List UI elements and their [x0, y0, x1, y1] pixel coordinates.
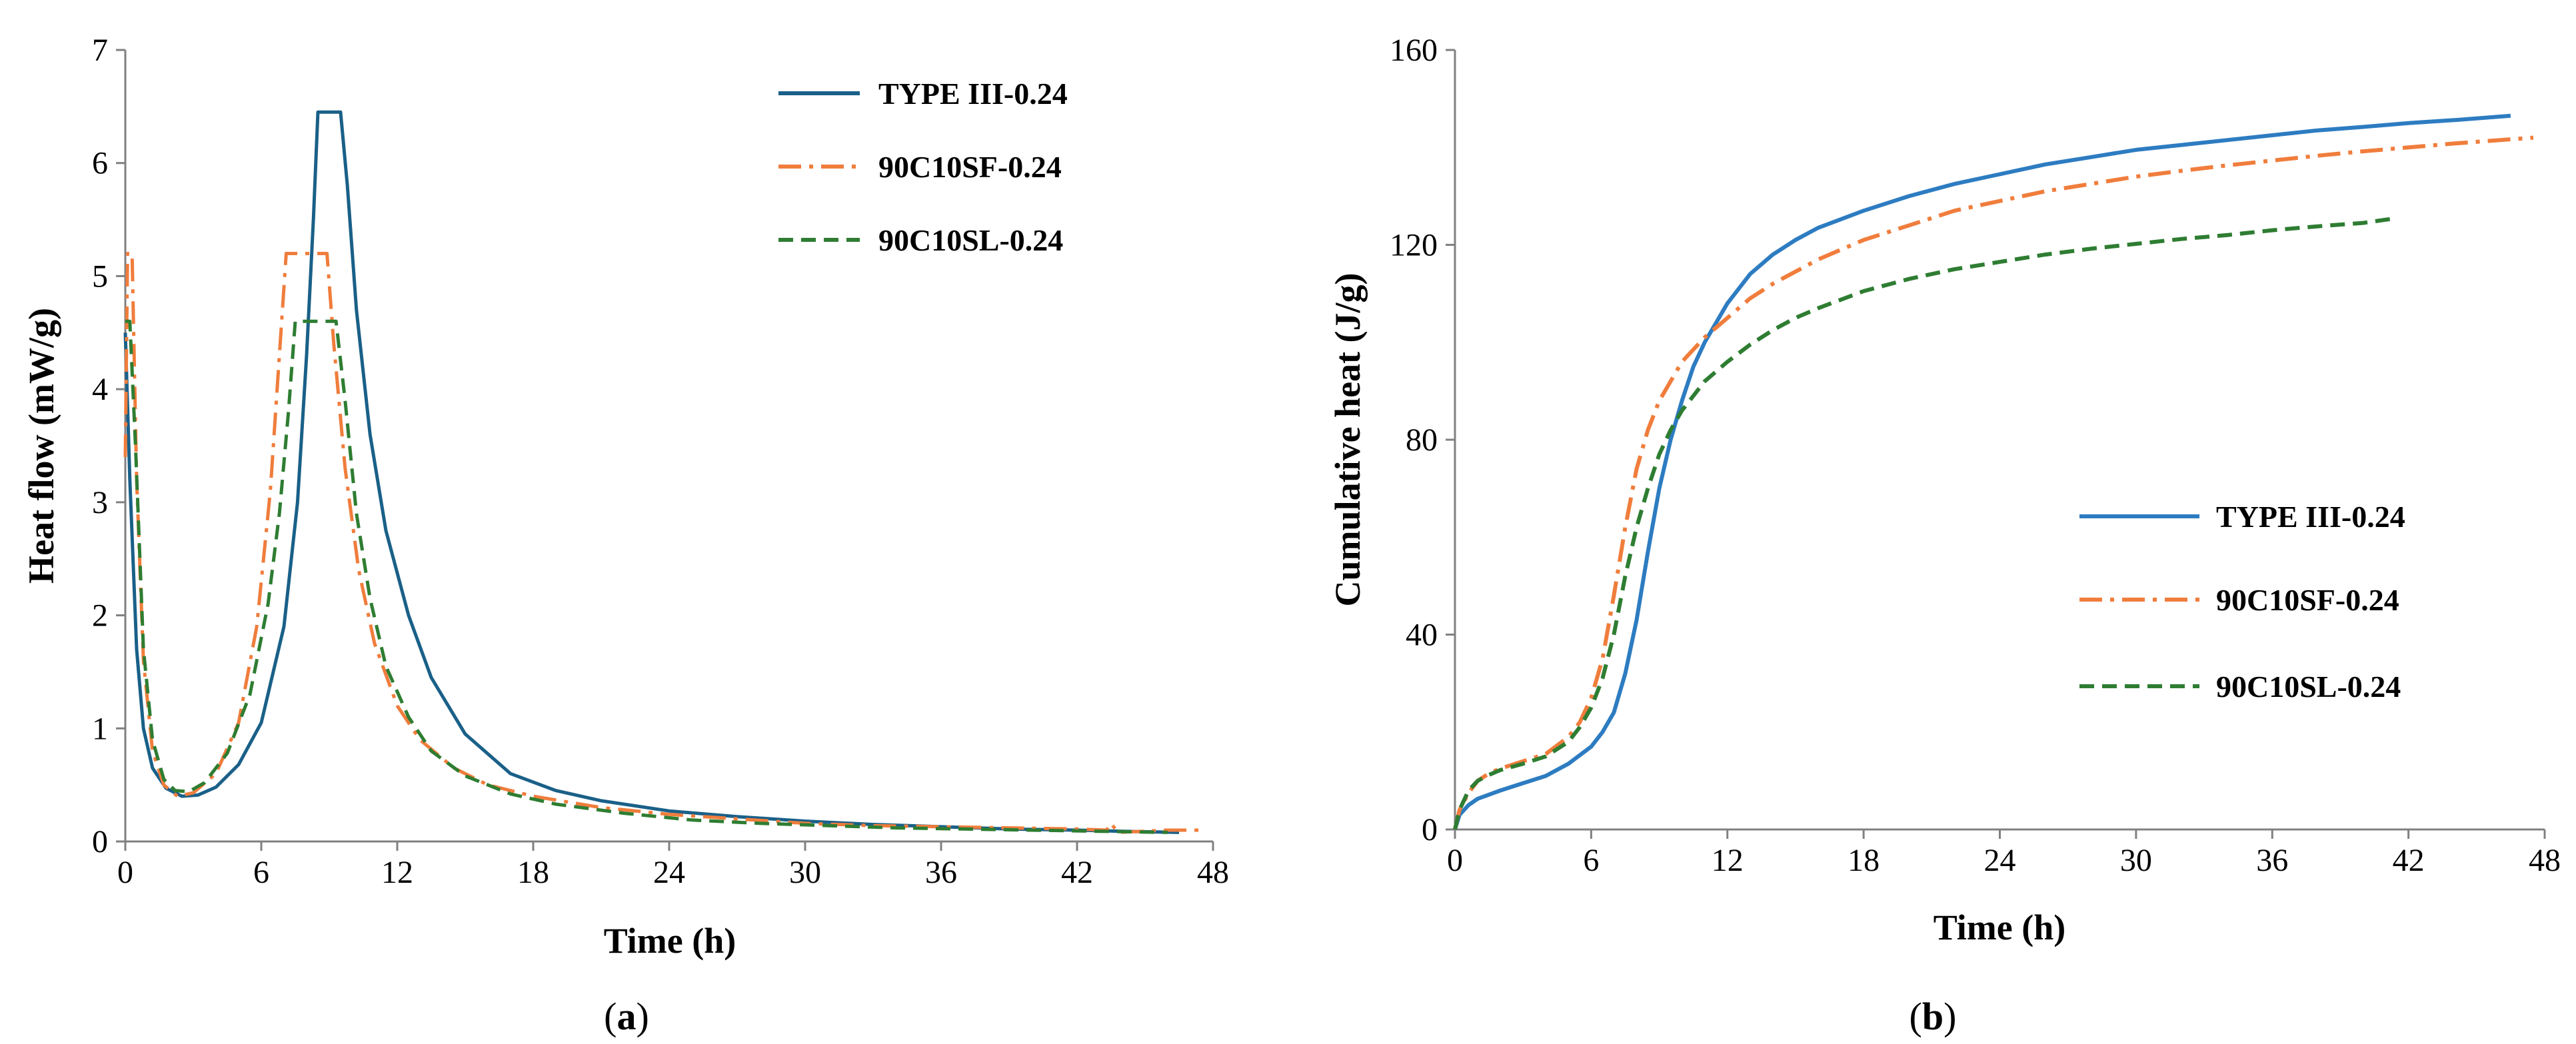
panel-a-y-tick-label: 0	[92, 824, 108, 859]
panel-a-legend-label-90c10sf-0-24: 90C10SF-0.24	[878, 150, 1062, 184]
panel-b-x-tick-label: 48	[2529, 843, 2561, 878]
panel-a-x-axis-title: Time (h)	[604, 921, 736, 961]
panel-a-x-tick-label: 30	[789, 855, 821, 890]
panel-a-y-tick-label: 5	[92, 259, 108, 294]
panel-b-series	[1453, 113, 2534, 830]
panel-b: 0 40 80 120 160 0 6 12 18 24 30 36 42 48 Time (h) Cu…	[1328, 33, 2561, 1038]
panel-b-y-tick-label: 40	[1406, 618, 1438, 653]
panel-b-x-ticks: 0 6 12 18 24 30 36 42 48	[1447, 829, 2561, 878]
panel-b-series-line-type-iii-0-24	[1453, 113, 2511, 830]
panel-b-x-tick-label: 0	[1447, 843, 1463, 878]
panel-b-caption: (b)	[1910, 995, 1957, 1038]
panel-b-legend-label-type-iii-0-24: TYPE III-0.24	[2216, 500, 2405, 534]
panel-b-y-tick-label: 160	[1390, 33, 1438, 68]
panel-a-x-tick-label: 0	[117, 855, 133, 890]
panel-b-y-axis-title: Cumulative heat (J/g)	[1328, 273, 1368, 607]
panel-b-legend: TYPE III-0.24 90C10SF-0.24 90C10SL-0.24	[2079, 500, 2405, 704]
panel-a-y-ticks: 0 1 2 3 4 5 6 7	[92, 33, 125, 859]
panel-a-series	[123, 110, 1202, 834]
panel-b-series-line-90c10sl-0-24	[1453, 216, 2398, 830]
panel-b-plot-area	[1454, 50, 2545, 831]
panel-a-legend-label-90c10sl-0-24: 90C10SL-0.24	[878, 223, 1063, 257]
panel-a-series-line-90c10sl-0-24	[125, 319, 1168, 834]
panel-a-caption: (a)	[604, 995, 649, 1038]
panel-b-x-tick-label: 24	[1984, 843, 2016, 878]
panel-b-x-tick-label: 42	[2393, 843, 2425, 878]
panel-b-y-ticks: 0 40 80 120 160	[1390, 33, 1455, 847]
panel-a-series-line-type-iii-0-24	[123, 110, 1180, 834]
panel-a-y-tick-label: 4	[92, 372, 108, 407]
panel-a-x-tick-label: 18	[517, 855, 549, 890]
panel-a-legend: TYPE III-0.24 90C10SF-0.24 90C10SL-0.24	[778, 77, 1068, 257]
panel-b-legend-label-90c10sl-0-24: 90C10SL-0.24	[2216, 670, 2401, 704]
panel-a-x-tick-label: 6	[253, 855, 269, 890]
panel-b-y-tick-label: 0	[1422, 812, 1438, 847]
panel-b-x-tick-label: 30	[2120, 843, 2152, 878]
panel-a-y-tick-label: 2	[92, 598, 108, 634]
panel-b-y-tick-label: 120	[1390, 228, 1438, 263]
panel-a-x-tick-label: 24	[653, 855, 685, 890]
panel-b-y-tick-label: 80	[1406, 422, 1438, 458]
panel-a-x-tick-label: 42	[1061, 855, 1093, 890]
panel-a-y-axis-title: Heat flow (mW/g)	[21, 308, 61, 584]
panel-a-x-ticks: 0 6 12 18 24 30 36 42 48	[117, 841, 1229, 890]
panel-b-x-tick-label: 18	[1848, 843, 1880, 878]
panel-a-y-tick-label: 3	[92, 485, 108, 520]
panel-a-caption-letter: a	[617, 995, 637, 1038]
panel-b-series-line-90c10sf-0-24	[1453, 135, 2534, 830]
panel-b-x-tick-label: 36	[2256, 843, 2288, 878]
panel-a-x-tick-label: 12	[381, 855, 413, 890]
panel-b-legend-label-90c10sf-0-24: 90C10SF-0.24	[2216, 583, 2399, 617]
panel-b-caption-letter: b	[1922, 995, 1943, 1038]
panel-a-x-tick-label: 48	[1197, 855, 1229, 890]
panel-a-legend-label-type-iii-0-24: TYPE III-0.24	[878, 77, 1068, 111]
panel-a-y-tick-label: 7	[92, 33, 108, 68]
panel-a-y-tick-label: 6	[92, 146, 108, 181]
panel-b-x-tick-label: 6	[1583, 843, 1599, 878]
panel-a-x-tick-label: 36	[925, 855, 957, 890]
panel-a-series-line-90c10sf-0-24	[123, 252, 1202, 834]
panel-b-x-axis-title: Time (h)	[1933, 907, 2066, 947]
panel-b-x-tick-label: 12	[1712, 843, 1744, 878]
panel-a-y-tick-label: 1	[92, 711, 108, 746]
